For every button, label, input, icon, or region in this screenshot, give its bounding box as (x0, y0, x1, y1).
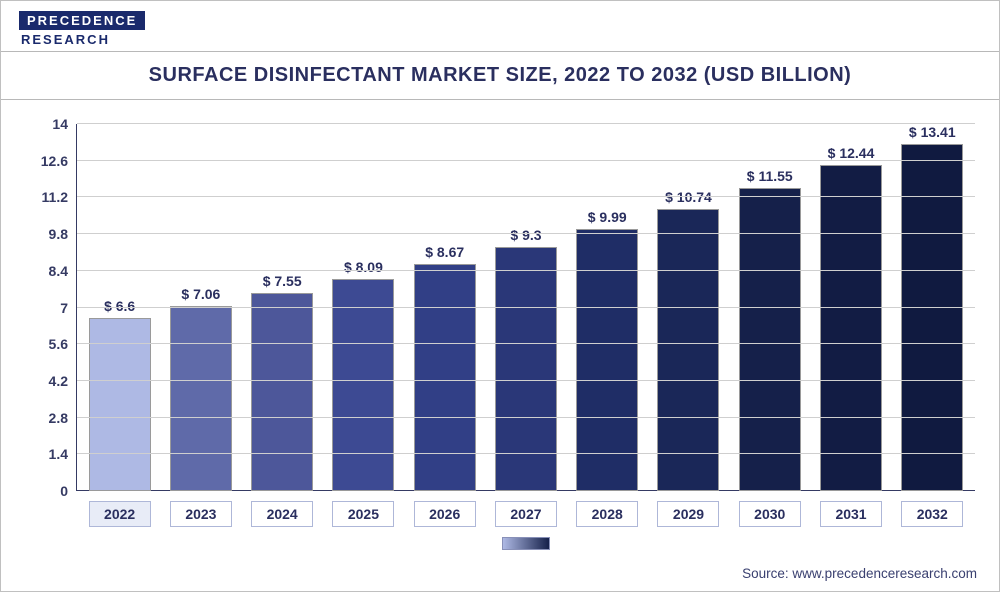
gridline (77, 380, 975, 381)
chart-title: SURFACE DISINFECTANT MARKET SIZE, 2022 T… (1, 51, 999, 100)
bar-column: $ 9.3 (493, 124, 558, 491)
plot-area: 01.42.84.25.678.49.811.212.614 $ 6.6$ 7.… (29, 124, 975, 491)
bar-value-label: $ 10.74 (665, 189, 712, 205)
y-tick-label: 7 (60, 300, 68, 316)
brand-top-text: PRECEDENCE (19, 11, 145, 30)
bar-column: $ 13.41 (900, 124, 965, 491)
bar-column: $ 8.67 (412, 124, 477, 491)
x-axis-label: 2022 (89, 501, 151, 527)
bar (495, 247, 557, 491)
x-axis-label: 2032 (901, 501, 963, 527)
bar-column: $ 6.6 (87, 124, 152, 491)
gridline (77, 307, 975, 308)
bar-value-label: $ 9.3 (510, 227, 541, 243)
bar-value-label: $ 8.67 (425, 244, 464, 260)
x-axis-label: 2030 (739, 501, 801, 527)
x-axis-label: 2023 (170, 501, 232, 527)
bar (657, 209, 719, 491)
bar-value-label: $ 8.09 (344, 259, 383, 275)
bar-value-label: $ 9.99 (588, 209, 627, 225)
x-axis-label: 2028 (576, 501, 638, 527)
bar (170, 306, 232, 491)
bar-value-label: $ 7.55 (263, 273, 302, 289)
y-tick-label: 4.2 (49, 373, 68, 389)
y-tick-label: 0 (60, 483, 68, 499)
x-axis-labels: 2022 2023 2024 2025 2026 2027 2028 2029 2030 2031… (77, 501, 975, 527)
legend (77, 537, 975, 550)
bar-value-label: $ 12.44 (828, 145, 875, 161)
bar-column: $ 7.55 (250, 124, 315, 491)
x-axis-label: 2026 (414, 501, 476, 527)
x-axis-label: 2024 (251, 501, 313, 527)
bar (820, 165, 882, 491)
y-axis: 01.42.84.25.678.49.811.212.614 (29, 124, 77, 491)
bar (332, 279, 394, 491)
gridline (77, 123, 975, 124)
legend-swatch (502, 537, 550, 550)
bar (414, 264, 476, 491)
brand-logo: PRECEDENCE RESEARCH (1, 1, 999, 51)
bar-column: $ 9.99 (575, 124, 640, 491)
bar-value-label: $ 11.55 (747, 168, 793, 184)
gridline (77, 453, 975, 454)
bar (251, 293, 313, 491)
bar-column: $ 10.74 (656, 124, 721, 491)
x-axis-label: 2027 (495, 501, 557, 527)
bar-value-label: $ 13.41 (909, 124, 956, 140)
gridline (77, 233, 975, 234)
bar-series: $ 6.6 $ 7.06 $ 7.55 $ 8.09 $ 8.67 $ 9.3 $ 9.99… (77, 124, 975, 491)
grid-area: $ 6.6 $ 7.06 $ 7.55 $ 8.09 $ 8.67 $ 9.3 $ 9.99… (77, 124, 975, 491)
bar-column: $ 7.06 (168, 124, 233, 491)
bar-column: $ 12.44 (818, 124, 883, 491)
y-tick-label: 2.8 (49, 410, 68, 426)
gridline (77, 196, 975, 197)
y-tick-label: 9.8 (49, 226, 68, 242)
source-label: Source: www.precedenceresearch.com (1, 562, 999, 591)
gridline (77, 270, 975, 271)
bar-column: $ 8.09 (331, 124, 396, 491)
chart-card: PRECEDENCE RESEARCH SURFACE DISINFECTANT… (0, 0, 1000, 592)
y-tick-label: 14 (52, 116, 68, 132)
x-axis-label: 2025 (332, 501, 394, 527)
y-tick-label: 12.6 (41, 153, 68, 169)
x-axis-label: 2031 (820, 501, 882, 527)
y-tick-label: 11.2 (42, 189, 68, 205)
y-tick-label: 5.6 (49, 336, 68, 352)
bar (576, 229, 638, 491)
y-tick-label: 8.4 (49, 263, 68, 279)
brand-bottom-text: RESEARCH (19, 32, 112, 47)
gridline (77, 417, 975, 418)
gridline (77, 343, 975, 344)
gridline (77, 160, 975, 161)
chart-area: 0 1.4 2.8 4.2 5.6 7 8.4 9.8 11.2 12.6 14 $ 6.6 $ 7.… (1, 100, 999, 562)
bar-value-label: $ 7.06 (181, 286, 220, 302)
bar-column: $ 11.55 (737, 124, 802, 491)
y-tick-label: 1.4 (49, 446, 68, 462)
x-axis-label: 2029 (657, 501, 719, 527)
